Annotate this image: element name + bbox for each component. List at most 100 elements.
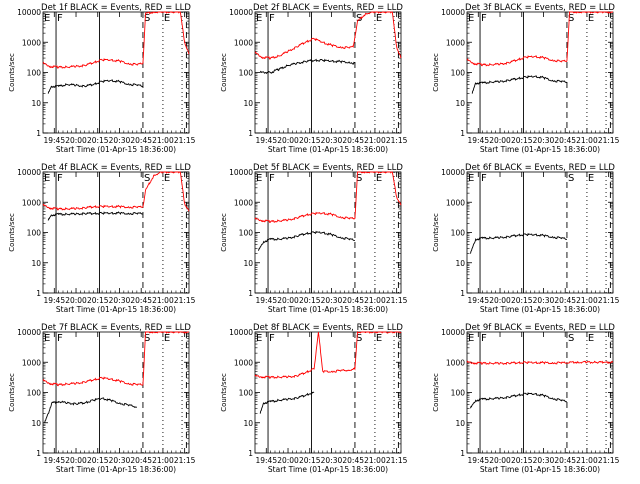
time-marker-label: E [376, 13, 382, 24]
y-tick-label: 1 [248, 449, 253, 458]
plot-frame [255, 12, 401, 133]
x-tick-label: 20:45 [554, 136, 576, 145]
events-series-line [471, 393, 567, 408]
panel-title: Det 7f BLACK = Events, RED = LLD [41, 323, 191, 333]
panel-8: Det 8f BLACK = Events, RED = LLD Counts/s… [220, 323, 408, 474]
y-axis-label: Counts/sec [432, 213, 440, 252]
y-tick-label: 10000 [17, 8, 41, 17]
events-series-line [48, 80, 143, 94]
y-tick-label: 1 [36, 289, 41, 298]
y-tick-label: 1 [460, 129, 465, 138]
x-axis-label: Start Time (01-Apr-15 18:36:00) [480, 465, 600, 474]
x-axis-label: Start Time (01-Apr-15 18:36:00) [56, 465, 176, 474]
x-tick-label: 20:30 [533, 136, 555, 145]
time-marker-label: E [164, 173, 170, 184]
time-marker-label: E [376, 173, 382, 184]
x-tick-label: 21:15 [598, 296, 620, 305]
time-marker-label: E [588, 173, 594, 184]
plot-frame [43, 172, 189, 293]
time-marker-label: E [44, 173, 50, 184]
time-marker-label: E [256, 13, 262, 24]
panel-title: Det 2f BLACK = Events, RED = LLD [253, 3, 403, 13]
x-tick-label: 19:45 [467, 456, 489, 465]
x-tick-label: 20:15 [511, 136, 533, 145]
y-tick-label: 100 [239, 69, 254, 78]
x-tick-label: 20:45 [130, 456, 152, 465]
x-tick-label: 20:00 [489, 136, 511, 145]
x-tick-label: 20:15 [299, 136, 321, 145]
y-tick-label: 100 [27, 69, 42, 78]
time-marker-label: F [57, 13, 63, 24]
x-tick-label: 20:45 [130, 296, 152, 305]
x-tick-label: 21:00 [152, 296, 174, 305]
y-tick-label: 100 [451, 69, 466, 78]
x-tick-label: 21:15 [386, 296, 408, 305]
y-tick-label: 1000 [446, 198, 465, 207]
x-tick-label: 20:45 [342, 456, 364, 465]
x-tick-label: 20:30 [109, 456, 131, 465]
time-marker-label: E [256, 333, 262, 344]
x-tick-label: 19:45 [43, 296, 65, 305]
y-tick-label: 10 [455, 99, 465, 108]
x-axis-label: Start Time (01-Apr-15 18:36:00) [56, 145, 176, 154]
x-tick-label: 20:15 [299, 456, 321, 465]
time-marker-label: S [568, 173, 574, 184]
x-tick-label: 21:15 [174, 456, 196, 465]
x-axis-label: Start Time (01-Apr-15 18:36:00) [268, 305, 388, 314]
x-tick-label: 20:15 [511, 456, 533, 465]
y-tick-label: 10 [455, 259, 465, 268]
y-tick-label: 1000 [22, 358, 41, 367]
x-tick-label: 20:45 [130, 136, 152, 145]
time-marker-label: E [256, 173, 262, 184]
y-axis-label: Counts/sec [220, 213, 228, 252]
time-marker-label: E [588, 333, 594, 344]
x-axis-label: Start Time (01-Apr-15 18:36:00) [268, 465, 388, 474]
panel-4: Det 4f BLACK = Events, RED = LLDCounts/s… [8, 163, 196, 314]
y-tick-label: 10 [31, 419, 41, 428]
y-tick-label: 1000 [234, 38, 253, 47]
panel-title: Det 8f BLACK = Events, RED = LLD [253, 323, 403, 333]
x-axis-label: Start Time (01-Apr-15 18:36:00) [268, 145, 388, 154]
panel-title: Det 3f BLACK = Events, RED = LLD [465, 3, 615, 13]
y-tick-label: 10 [243, 259, 253, 268]
time-marker-label: F [481, 173, 487, 184]
panel-1: Det 1f BLACK = Events, RED = LLDCounts/s… [8, 3, 196, 154]
y-axis-label: Counts/sec [220, 373, 228, 412]
x-tick-label: 21:15 [598, 136, 620, 145]
time-marker-label: E [376, 333, 382, 344]
panel-5: Det 5f BLACK = Events, RED = LLDCounts/s… [220, 163, 408, 314]
y-tick-label: 100 [451, 389, 466, 398]
x-tick-label: 21:00 [364, 456, 386, 465]
y-tick-label: 1 [460, 449, 465, 458]
x-tick-label: 21:00 [364, 296, 386, 305]
y-tick-label: 100 [27, 229, 42, 238]
x-tick-label: 21:15 [174, 296, 196, 305]
time-marker-label: F [269, 333, 275, 344]
y-tick-label: 100 [239, 389, 254, 398]
x-tick-label: 21:15 [386, 136, 408, 145]
x-tick-label: 20:30 [533, 296, 555, 305]
y-axis-label: Counts/sec [432, 373, 440, 412]
y-tick-label: 10 [243, 99, 253, 108]
x-tick-label: 21:00 [152, 456, 174, 465]
time-marker-label: S [144, 173, 150, 184]
lld-series-line [467, 361, 613, 364]
x-tick-label: 20:00 [65, 456, 87, 465]
x-tick-label: 21:15 [174, 136, 196, 145]
time-marker-label: E [588, 13, 594, 24]
y-tick-label: 10000 [17, 168, 41, 177]
y-tick-label: 1000 [22, 38, 41, 47]
time-marker-label: E [164, 13, 170, 24]
y-tick-label: 1000 [234, 358, 253, 367]
x-axis-label: Start Time (01-Apr-15 18:36:00) [56, 305, 176, 314]
y-tick-label: 100 [27, 389, 42, 398]
x-tick-label: 21:00 [576, 296, 598, 305]
plot-frame [467, 332, 613, 453]
panel-6: Det 6f BLACK = Events, RED = LLDCounts/s… [432, 163, 620, 314]
y-tick-label: 100 [239, 229, 254, 238]
time-marker-label: E [468, 13, 474, 24]
x-axis-label: Start Time (01-Apr-15 18:36:00) [480, 305, 600, 314]
x-tick-label: 19:45 [43, 456, 65, 465]
